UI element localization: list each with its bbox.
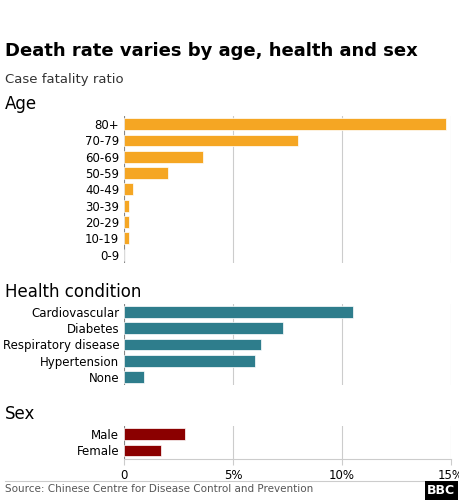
Bar bbox=[124, 200, 128, 212]
Text: Health condition: Health condition bbox=[5, 283, 140, 301]
Bar bbox=[124, 135, 298, 146]
Bar bbox=[124, 355, 254, 366]
Bar bbox=[124, 322, 283, 334]
Bar bbox=[124, 216, 128, 228]
Text: Case fatality ratio: Case fatality ratio bbox=[5, 73, 123, 86]
Text: Death rate varies by age, health and sex: Death rate varies by age, health and sex bbox=[5, 42, 416, 60]
Bar bbox=[124, 339, 261, 350]
Text: Source: Chinese Centre for Disease Control and Prevention: Source: Chinese Centre for Disease Contr… bbox=[5, 484, 312, 494]
Text: Age: Age bbox=[5, 95, 37, 113]
Bar bbox=[124, 151, 202, 163]
Bar bbox=[124, 445, 161, 456]
Bar bbox=[124, 183, 133, 195]
Bar bbox=[124, 167, 168, 179]
Bar bbox=[124, 118, 446, 130]
Bar bbox=[124, 232, 128, 244]
Text: Sex: Sex bbox=[5, 406, 35, 423]
Bar bbox=[124, 428, 185, 440]
Text: BBC: BBC bbox=[426, 484, 454, 497]
Bar bbox=[124, 306, 352, 318]
Bar bbox=[124, 371, 144, 383]
